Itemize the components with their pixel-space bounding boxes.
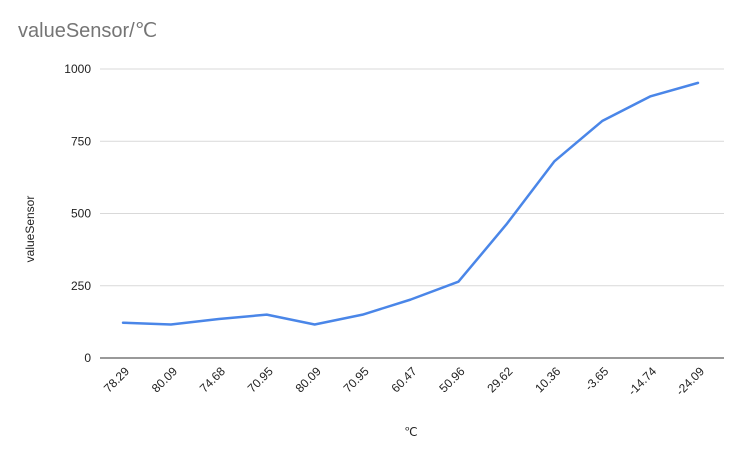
x-tick-label: 70.95 (245, 364, 276, 395)
gridlines (100, 68, 724, 359)
y-axis-ticks: 0 250 500 750 1000 (64, 62, 91, 365)
x-tick-label: 80.09 (293, 364, 324, 395)
x-tick-label: -3.65 (582, 364, 611, 393)
y-tick-label: 500 (71, 207, 91, 221)
x-tick-label: -24.09 (673, 364, 707, 398)
series-layer (121, 81, 700, 326)
x-tick-label: 50.96 (436, 364, 467, 395)
series-line (121, 81, 700, 326)
x-tick-label: 10.36 (532, 364, 563, 395)
x-tick-label: -14.74 (625, 364, 659, 398)
y-tick-label: 250 (71, 279, 91, 293)
y-axis-title: valueSensor (23, 196, 37, 263)
x-axis-title: ℃ (404, 425, 417, 439)
x-tick-label: 80.09 (149, 364, 180, 395)
y-tick-label: 750 (71, 134, 91, 148)
x-tick-label: 29.62 (484, 364, 515, 395)
x-tick-label: 78.29 (101, 364, 132, 395)
y-tick-label: 1000 (64, 62, 91, 76)
x-tick-label: 74.68 (197, 364, 228, 395)
y-tick-label: 0 (84, 351, 91, 365)
x-tick-label: 70.95 (341, 364, 372, 395)
x-axis-ticks: 78.29 80.09 74.68 70.95 80.09 70.95 60.47 50.96… (101, 364, 707, 398)
chart-title: valueSensor/℃ (18, 20, 158, 42)
x-tick-label: 60.47 (388, 364, 419, 395)
